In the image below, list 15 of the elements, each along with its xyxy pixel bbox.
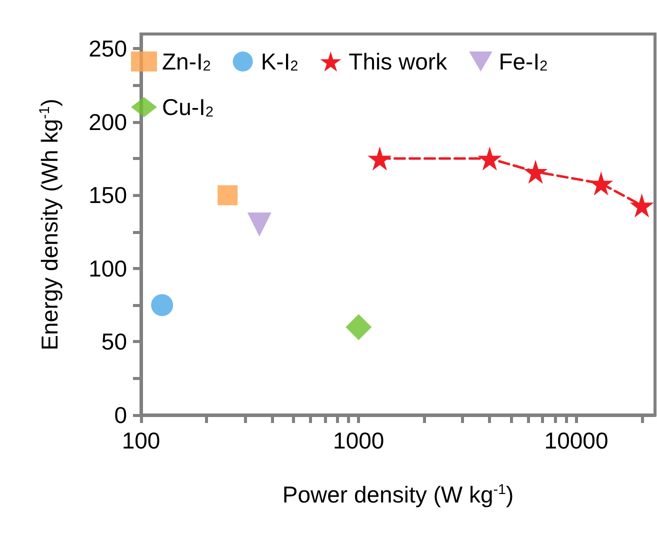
legend-label: Zn-I2: [162, 48, 211, 75]
y-tick-label: 0: [114, 402, 127, 428]
y-tick-label: 100: [88, 255, 127, 282]
x-tick-label: 1000: [333, 428, 384, 454]
y-tick-label: 50: [101, 328, 127, 355]
legend-label: Cu-I2: [162, 94, 214, 120]
y-tick-label: 200: [88, 108, 127, 135]
x-tick-label: 10000: [544, 428, 608, 454]
legend-label: K-I2: [260, 48, 298, 75]
y-tick-label: 150: [88, 182, 127, 208]
x-tick-label: 100: [122, 428, 160, 454]
legend-label: Fe-I2: [498, 48, 548, 75]
y-tick-label: 250: [88, 36, 127, 62]
legend-label: This work: [348, 48, 448, 74]
y-axis-title: Energy density (Wh kg-1): [36, 98, 62, 350]
